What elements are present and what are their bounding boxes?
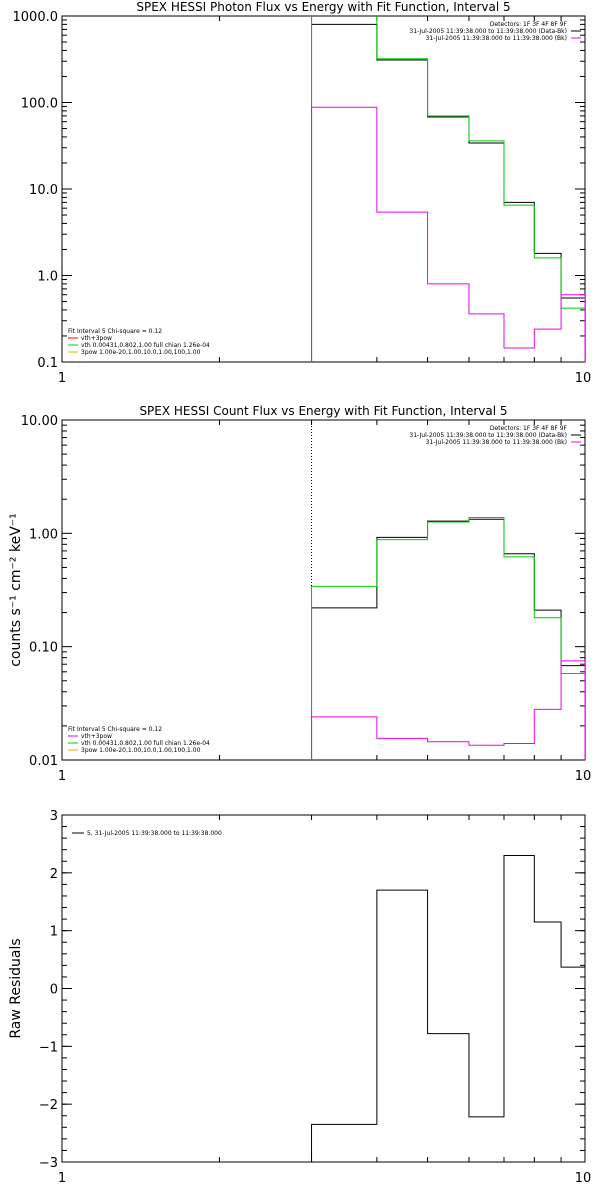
y-tick-label: 0 bbox=[50, 983, 58, 998]
y-tick-label: −1 bbox=[39, 1040, 58, 1055]
y-tick-label: 0.10 bbox=[29, 641, 58, 656]
legend-right-text: Detectors: 1F 3F 4F 8F 9F bbox=[490, 425, 568, 432]
legend-left-text: Fit Interval 5 Chi-square = 0.12 bbox=[68, 328, 162, 335]
x-tick-label: 1 bbox=[58, 1171, 66, 1186]
series-1-step-line bbox=[311, 23, 585, 362]
series-3-step-line bbox=[311, 106, 585, 362]
legend-right-text: 31-Jul-2005 11:39:38.000 to 11:39:38.000… bbox=[426, 35, 567, 42]
series-1-step-line bbox=[311, 854, 585, 1162]
series-2-step-line bbox=[311, 16, 585, 362]
chart-title: SPEX HESSI Count Flux vs Energy with Fit… bbox=[139, 404, 507, 418]
series-1-step-line bbox=[311, 518, 585, 760]
legend-left-text: vth+3pow bbox=[81, 335, 112, 342]
legend-left-text: Fit Interval 5 Chi-square = 0.12 bbox=[68, 726, 162, 733]
residual-legend-text: 5, 31-Jul-2005 11:39:38.000 to 11:39:38.… bbox=[87, 830, 222, 837]
x-tick-label: 1 bbox=[58, 769, 66, 784]
plot-area bbox=[311, 420, 585, 760]
y-tick-label: −3 bbox=[39, 1156, 58, 1171]
x-tick-label: 1 bbox=[58, 371, 66, 386]
chart-title: SPEX HESSI Photon Flux vs Energy with Fi… bbox=[136, 0, 510, 14]
plot-frame bbox=[61, 814, 586, 1163]
legend-right-text: 31-Jul-2005 11:39:38.000 to 11:39:38.000… bbox=[409, 28, 567, 35]
y-tick-label: −2 bbox=[39, 1098, 58, 1113]
y-tick-label: 100.0 bbox=[21, 97, 58, 112]
legend-left-text: 3pow 1.00e-20,1.00,10.0,1.00,100,1.00 bbox=[81, 349, 201, 356]
y-tick-label: 10.00 bbox=[21, 414, 58, 429]
x-tick-label: 10 bbox=[575, 769, 592, 784]
chart-panel-3: −3 −2 −1 0 1 2 3 1 10 Raw Residuals 5, 31-Jul-2005… bbox=[8, 809, 591, 1186]
y-tick-label: 1.0 bbox=[37, 270, 58, 285]
legend-left-text: vth 0.00431,0.802,1.00 full chian 1.26e-… bbox=[81, 342, 210, 349]
y-tick-label: 0.1 bbox=[37, 356, 58, 371]
plot-frame bbox=[61, 419, 586, 761]
chart-panel-2: SPEX HESSI Count Flux vs Energy with Fit… bbox=[8, 404, 591, 784]
x-tick-label: 10 bbox=[575, 1171, 592, 1186]
y-axis-label: Raw Residuals bbox=[8, 938, 24, 1038]
plot-area bbox=[311, 854, 585, 1162]
series-2-step-line bbox=[311, 516, 585, 760]
legend-right-text: 31-Jul-2005 11:39:38.000 to 11:39:38.000… bbox=[409, 432, 567, 439]
series-3-step-line bbox=[311, 660, 585, 760]
chart-panel-1: SPEX HESSI Photon Flux vs Energy with Fi… bbox=[13, 0, 592, 386]
legend-right-text: 31-Jul-2005 11:39:38.000 to 11:39:38.000… bbox=[426, 439, 567, 446]
y-tick-label: 3 bbox=[50, 809, 58, 824]
plot-frame bbox=[61, 15, 586, 363]
y-tick-label: 2 bbox=[50, 867, 58, 882]
y-tick-label: 1.00 bbox=[29, 527, 58, 542]
y-tick-label: 1000.0 bbox=[13, 10, 59, 25]
legend-left-text: 3pow 1.00e-20,1.00,10.0,1.00,100,1.00 bbox=[81, 747, 201, 754]
x-tick-label: 10 bbox=[575, 371, 592, 386]
y-axis-label: counts s⁻¹ cm⁻² keV⁻¹ bbox=[8, 513, 24, 667]
y-tick-label: 1 bbox=[50, 925, 58, 940]
legend-right-text: Detectors: 1F 3F 4F 8F 9F bbox=[490, 21, 568, 28]
y-tick-label: 0.01 bbox=[29, 754, 58, 769]
legend-left-text: vth 0.00431,0.802,1.00 full chian 1.26e-… bbox=[81, 740, 210, 747]
legend-left-text: vth+3pow bbox=[81, 733, 112, 740]
plot-area bbox=[311, 16, 585, 362]
y-tick-label: 10.0 bbox=[29, 183, 58, 198]
